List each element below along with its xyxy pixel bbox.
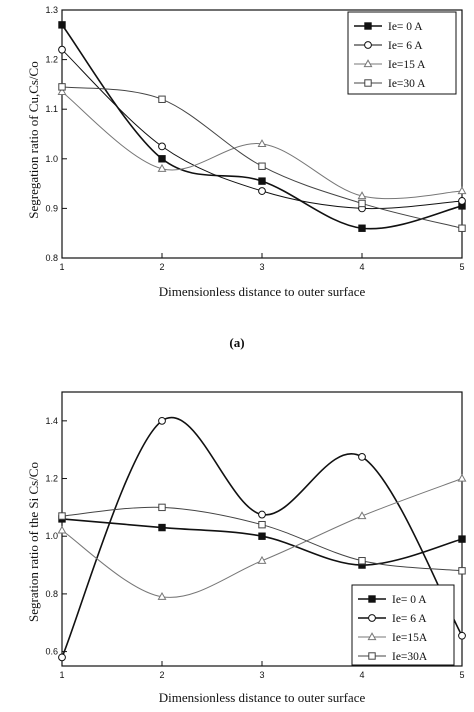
chart-a-legend-label: Ie=15 A [388,59,426,71]
chart-a-x-tick-label: 1 [59,262,64,272]
chart-b-legend-marker [368,614,376,622]
chart-a-data-point [358,199,366,208]
chart-a-legend-marker [364,22,372,30]
chart-b-data-point [458,567,466,575]
chart-b-x-tick-label: 3 [259,670,264,680]
chart-b-x-tick-label: 5 [459,670,464,680]
chart-a-data-point [258,162,266,170]
chart-a-y-tick-label: 0.8 [45,253,58,263]
chart-b-legend-label: Ie=15A [392,632,428,644]
chart-b-data-point [457,473,467,482]
chart-a-y-tick-label: 0.9 [45,203,58,213]
chart-a-y-tick-label: 1.2 [45,55,58,65]
chart-a-x-axis-title: Dimensionless distance to outer surface [159,284,366,299]
chart-a-data-point [358,224,366,232]
chart-a-data-point [58,45,66,54]
chart-b-y-tick-label: 1.4 [45,416,58,426]
chart-b-data-point [458,631,466,640]
chart-a-legend-marker [363,59,373,68]
chart-a-data-point [158,142,166,151]
chart-a-x-tick-label: 5 [459,262,464,272]
chart-b-legend-label: Ie= 6 A [392,613,427,625]
chart-b-data-point [158,503,166,512]
chart-a-y-tick-label: 1.3 [45,5,58,15]
chart-b-legend-label: Ie=30A [392,651,428,663]
chart-b-data-point [458,535,466,543]
chart-a-data-point [258,177,266,185]
chart-b-data-point [357,511,367,520]
chart-b: Segration ratio of the Si Cs/Co Dimensio… [26,391,467,705]
chart-a-data-point [258,187,266,195]
chart-a-x-tick-label: 3 [259,262,264,272]
chart-b-x-tick-label: 2 [159,670,164,680]
chart-b-legend-label: Ie= 0 A [392,594,427,606]
chart-a-data-point [58,83,66,91]
chart-a-y-tick-label: 1.0 [45,154,58,164]
chart-b-y-tick-label: 0.6 [45,647,58,657]
chart-a-legend-label: Ie=30 A [388,78,426,90]
chart-a-data-point [57,87,67,95]
chart-b-data-point [57,525,67,534]
chart-a-data-point [257,139,267,148]
chart-b-data-point [158,416,166,425]
chart-a-legend-label: Ie= 0 A [388,21,423,33]
chart-b-data-point [258,510,266,519]
chart-b-data-point [358,557,366,565]
chart-b-data-point [257,555,267,564]
chart-b-y-axis-title: Segration ratio of the Si Cs/Co [26,462,41,622]
chart-a-legend-label: Ie= 6 A [388,40,423,52]
chart-a-y-tick-label: 1.1 [45,104,58,114]
chart-b-data-point [58,512,66,520]
chart-a-data-point [458,224,466,232]
chart-a-caption: (a) [229,335,244,350]
chart-a-x-tick-label: 2 [159,262,164,272]
chart-b-data-point [258,520,266,529]
chart-b-x-tick-label: 1 [59,670,64,680]
chart-b-data-point [158,523,166,532]
chart-a-data-point [458,197,466,205]
chart-b-y-tick-label: 1.2 [45,474,58,484]
chart-b-data-point [157,591,167,600]
chart-a-data-point [157,163,167,172]
chart-b-y-tick-label: 0.8 [45,589,58,599]
chart-a: Segregation ratio of Cu,Cs/Co Dimensionl… [26,5,467,299]
chart-a-data-point [158,95,166,103]
chart-a-data-point [58,21,66,29]
chart-a-y-axis-title: Segregation ratio of Cu,Cs/Co [26,61,41,218]
chart-b-x-axis-title: Dimensionless distance to outer surface [159,690,366,705]
chart-b-legend-marker [367,632,377,641]
chart-a-data-point [158,155,166,163]
chart-b-data-point [358,452,366,461]
chart-b-legend-marker [368,652,376,660]
chart-b-data-point [258,532,266,540]
chart-a-series-line [61,24,463,230]
chart-b-x-tick-label: 4 [359,670,364,680]
chart-a-data-point [357,191,367,200]
chart-a-legend-marker [364,79,372,87]
chart-b-data-point [58,653,66,662]
chart-a-data-point [457,186,467,195]
chart-a-x-tick-label: 4 [359,262,364,272]
chart-b-y-tick-label: 1.0 [45,531,58,541]
chart-a-legend-marker [364,41,372,49]
chart-b-legend-marker [368,595,376,603]
